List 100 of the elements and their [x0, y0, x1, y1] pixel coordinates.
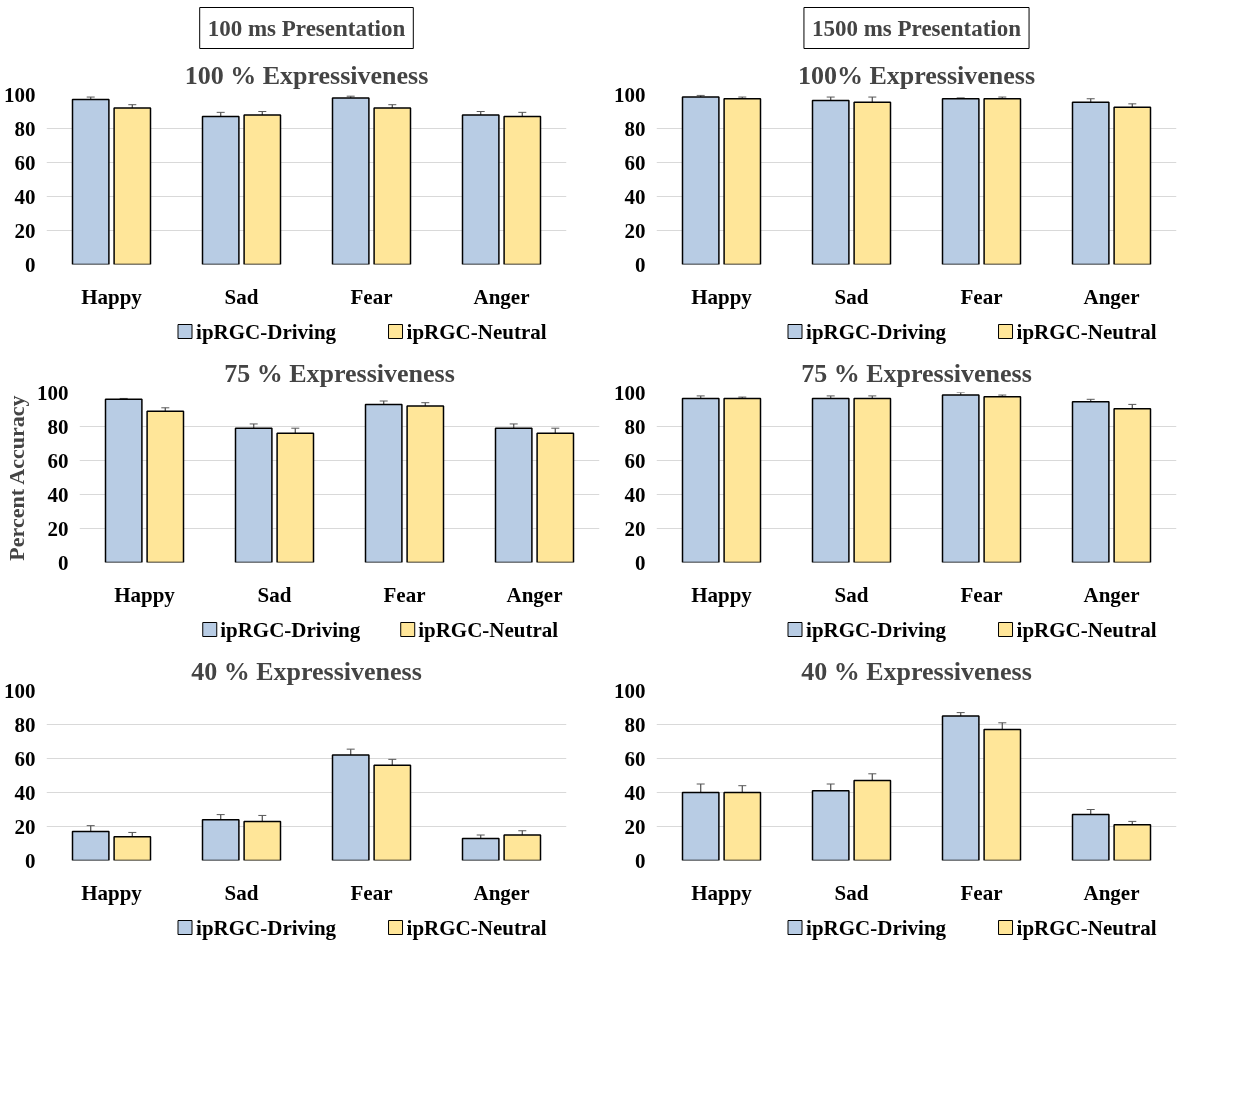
bar [71, 830, 110, 861]
y-tick-label: 40 [14, 780, 36, 805]
x-tick-label: Sad [834, 880, 869, 905]
bar [113, 107, 152, 265]
y-tick-label: 100 [614, 380, 646, 405]
y-tick-label: 60 [14, 746, 36, 771]
y-tick-label: 20 [624, 516, 646, 541]
y-tick-label: 80 [624, 414, 646, 439]
chart-title: 75 % Expressiveness [224, 358, 455, 388]
bar [536, 432, 575, 563]
x-tick-label: Happy [691, 880, 753, 905]
bar [373, 107, 412, 265]
x-tick-label: Sad [834, 284, 869, 309]
bar [811, 790, 850, 861]
y-tick-label: 60 [624, 150, 646, 175]
legend-label: ipRGC-Driving [196, 319, 337, 344]
x-tick-label: Sad [224, 880, 259, 905]
bar [104, 398, 143, 563]
x-tick-label: Fear [350, 284, 393, 309]
bar [373, 764, 412, 861]
legend-label: ipRGC-Driving [806, 617, 947, 642]
y-tick-label: 20 [14, 814, 36, 839]
y-tick-label: 60 [14, 150, 36, 175]
chart-subtitle: 100 ms Presentation [207, 15, 406, 41]
bar [941, 715, 980, 861]
y-tick-label: 40 [624, 184, 646, 209]
x-tick-label: Fear [960, 582, 1003, 607]
bar [503, 834, 542, 861]
x-tick-label: Anger [1083, 582, 1140, 607]
x-tick-label: Anger [473, 880, 530, 905]
x-tick-label: Happy [691, 582, 753, 607]
chart-title: 40 % Expressiveness [191, 656, 422, 686]
bar [146, 410, 185, 563]
y-tick-label: 40 [47, 482, 69, 507]
y-tick-label: 0 [635, 848, 646, 873]
y-tick-label: 100 [4, 82, 36, 107]
bar [723, 791, 762, 861]
legend-label: ipRGC-Neutral [418, 617, 559, 642]
bar [494, 427, 533, 563]
y-tick-label: 40 [14, 184, 36, 209]
bar [113, 835, 152, 861]
y-tick-label: 20 [14, 218, 36, 243]
bar [243, 820, 282, 861]
chart-title: 40 % Expressiveness [801, 656, 1032, 686]
x-tick-label: Happy [81, 284, 143, 309]
legend-label: ipRGC-Neutral [406, 915, 547, 940]
bar [461, 837, 500, 861]
x-tick-label: Anger [1083, 284, 1140, 309]
x-tick-label: Fear [960, 284, 1003, 309]
x-tick-label: Anger [506, 582, 563, 607]
legend-label: ipRGC-Neutral [1016, 915, 1157, 940]
y-tick-label: 100 [4, 678, 36, 703]
bar [364, 403, 403, 563]
legend-label: ipRGC-Neutral [1016, 319, 1157, 344]
x-tick-label: Anger [473, 284, 530, 309]
y-tick-label: 0 [25, 252, 36, 277]
legend-label: ipRGC-Neutral [1016, 617, 1157, 642]
bar [331, 97, 370, 265]
y-tick-label: 20 [624, 218, 646, 243]
bar [243, 114, 282, 265]
bar [983, 728, 1022, 861]
x-tick-label: Fear [383, 582, 426, 607]
y-tick-label: 80 [14, 116, 36, 141]
legend-label: ipRGC-Driving [196, 915, 337, 940]
y-tick-label: 40 [624, 482, 646, 507]
chart-title: 100 % Expressiveness [184, 60, 429, 90]
chart-title: 100% Expressiveness [797, 60, 1036, 90]
bar [1113, 824, 1152, 861]
y-tick-label: 100 [614, 82, 646, 107]
x-tick-label: Sad [257, 582, 292, 607]
x-tick-label: Happy [114, 582, 176, 607]
x-tick-label: Anger [1083, 880, 1140, 905]
y-tick-label: 100 [37, 380, 69, 405]
y-tick-label: 60 [624, 746, 646, 771]
y-tick-label: 0 [25, 848, 36, 873]
y-tick-label: 0 [635, 252, 646, 277]
legend-label: ipRGC-Driving [806, 319, 947, 344]
bar [1071, 813, 1110, 861]
x-tick-label: Sad [834, 582, 869, 607]
chart-subtitle: 1500 ms Presentation [811, 15, 1022, 41]
y-tick-label: 80 [47, 414, 69, 439]
bar [201, 115, 240, 265]
bar [853, 779, 892, 861]
bar [461, 114, 500, 265]
legend-label: ipRGC-Neutral [406, 319, 547, 344]
bar [406, 405, 445, 563]
bar [503, 115, 542, 265]
y-tick-label: 100 [614, 678, 646, 703]
y-tick-label: 0 [635, 550, 646, 575]
y-tick-label: 0 [58, 550, 69, 575]
chart-title: 75 % Expressiveness [801, 358, 1032, 388]
x-tick-label: Happy [691, 284, 753, 309]
bar [331, 754, 370, 861]
y-axis-title: Percent Accuracy [4, 395, 29, 561]
x-tick-label: Fear [350, 880, 393, 905]
y-tick-label: 20 [47, 516, 69, 541]
y-tick-label: 80 [14, 712, 36, 737]
bar [201, 818, 240, 861]
x-tick-label: Sad [224, 284, 259, 309]
y-tick-label: 80 [624, 712, 646, 737]
